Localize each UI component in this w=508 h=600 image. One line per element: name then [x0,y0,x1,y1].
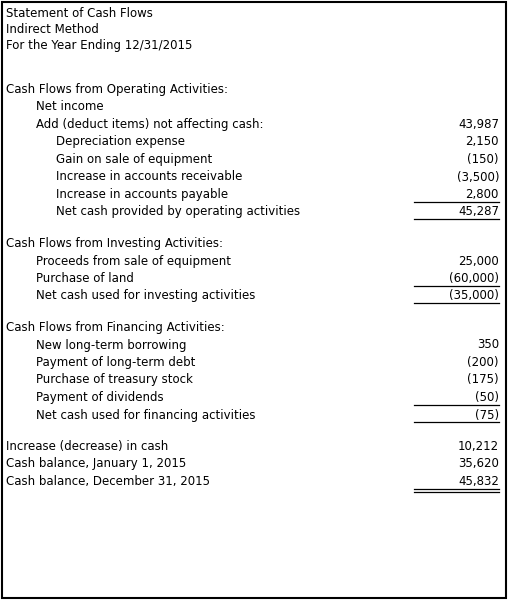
Text: (50): (50) [475,391,499,404]
Text: (60,000): (60,000) [449,272,499,285]
Text: (200): (200) [467,356,499,369]
Text: Cash Flows from Investing Activities:: Cash Flows from Investing Activities: [6,237,223,250]
Text: Purchase of land: Purchase of land [36,272,134,285]
Text: New long-term borrowing: New long-term borrowing [36,338,186,352]
Text: 43,987: 43,987 [458,118,499,131]
Text: Payment of dividends: Payment of dividends [36,391,164,404]
Text: For the Year Ending 12/31/2015: For the Year Ending 12/31/2015 [6,39,193,52]
Text: Add (deduct items) not affecting cash:: Add (deduct items) not affecting cash: [36,118,264,131]
Text: Net income: Net income [36,100,104,113]
Text: Proceeds from sale of equipment: Proceeds from sale of equipment [36,254,231,268]
Text: 2,800: 2,800 [466,188,499,201]
Text: Depreciation expense: Depreciation expense [56,136,185,148]
Text: Cash Flows from Financing Activities:: Cash Flows from Financing Activities: [6,321,225,334]
Text: Statement of Cash Flows: Statement of Cash Flows [6,7,153,20]
Text: 45,287: 45,287 [458,205,499,218]
Text: (35,000): (35,000) [449,289,499,302]
Text: Indirect Method: Indirect Method [6,23,99,36]
Text: Net cash used for financing activities: Net cash used for financing activities [36,409,256,421]
Text: Cash balance, December 31, 2015: Cash balance, December 31, 2015 [6,475,210,488]
Text: (75): (75) [475,409,499,421]
Text: (3,500): (3,500) [457,170,499,184]
Text: Cash balance, January 1, 2015: Cash balance, January 1, 2015 [6,457,186,470]
Text: Increase (decrease) in cash: Increase (decrease) in cash [6,440,168,453]
Text: 45,832: 45,832 [458,475,499,488]
Text: Cash Flows from Operating Activities:: Cash Flows from Operating Activities: [6,83,228,96]
Text: 35,620: 35,620 [458,457,499,470]
Text: Payment of long-term debt: Payment of long-term debt [36,356,196,369]
Text: 2,150: 2,150 [465,136,499,148]
Text: (150): (150) [467,153,499,166]
Text: Net cash used for investing activities: Net cash used for investing activities [36,289,256,302]
Text: Increase in accounts payable: Increase in accounts payable [56,188,228,201]
Text: 10,212: 10,212 [458,440,499,453]
Text: 350: 350 [477,338,499,352]
Text: (175): (175) [467,373,499,386]
Text: Increase in accounts receivable: Increase in accounts receivable [56,170,242,184]
Text: Purchase of treasury stock: Purchase of treasury stock [36,373,193,386]
Text: Net cash provided by operating activities: Net cash provided by operating activitie… [56,205,300,218]
Text: 25,000: 25,000 [458,254,499,268]
Text: Gain on sale of equipment: Gain on sale of equipment [56,153,212,166]
